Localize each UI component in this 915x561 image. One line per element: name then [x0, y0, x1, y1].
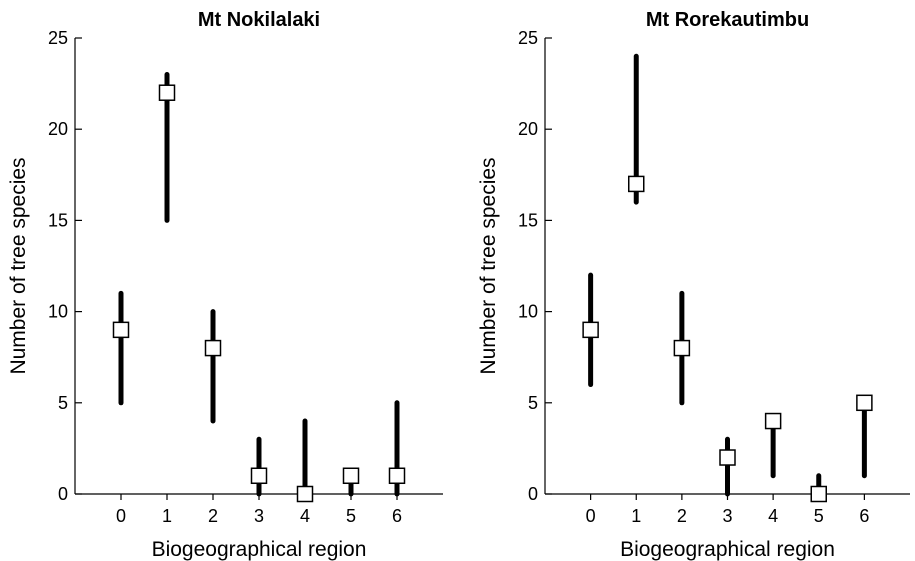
- x-tick-label: 1: [631, 506, 641, 526]
- data-point: [112, 321, 130, 339]
- data-point: [856, 394, 873, 412]
- x-tick-label: 4: [300, 506, 310, 526]
- chart-title: Mt Nokilalaki: [198, 9, 320, 31]
- data-point: [204, 339, 222, 357]
- data-point: [764, 412, 782, 430]
- chart-title: Mt Rorekautimbu: [646, 9, 809, 31]
- x-tick-label: 0: [116, 506, 126, 526]
- y-tick-label: 25: [518, 28, 538, 48]
- y-tick-label: 0: [58, 484, 68, 504]
- x-tick-label: 3: [254, 506, 264, 526]
- y-tick-label: 5: [528, 393, 538, 413]
- x-tick-label: 3: [722, 506, 732, 526]
- x-axis-label: Biogeographical region: [152, 538, 367, 561]
- panel-mt-nokilalaki: Mt Nokilalaki 0 5 10 15 20 25 0 1 2 3 4 5 6 Biogeograp…: [7, 9, 443, 561]
- data-point: [296, 485, 314, 503]
- x-tick-label: 5: [346, 506, 356, 526]
- x-axis-label: Biogeographical region: [620, 538, 835, 561]
- panel-mt-rorekautimbu: Mt Rorekautimbu 0 5 10 15 20 25 0 1 2 3 4 5 6 Biogeogr…: [477, 9, 910, 561]
- y-tick-label: 20: [48, 119, 68, 139]
- x-tick-label: 2: [208, 506, 218, 526]
- y-tick-label: 15: [48, 210, 68, 230]
- x-tick-label: 4: [768, 506, 778, 526]
- data-point: [158, 84, 176, 101]
- y-axis-label: Number of tree species: [7, 157, 30, 374]
- data-point: [582, 321, 599, 339]
- x-tick-label: 2: [677, 506, 687, 526]
- y-tick-label: 20: [518, 119, 538, 139]
- y-tick-label: 10: [518, 302, 538, 322]
- data-point: [388, 467, 406, 485]
- y-tick-label: 15: [518, 210, 538, 230]
- x-tick-label: 0: [586, 506, 596, 526]
- y-tick-label: 5: [58, 393, 68, 413]
- x-tick-label: 6: [859, 506, 869, 526]
- data-point: [628, 175, 645, 193]
- x-tick-label: 6: [392, 506, 402, 526]
- x-tick-label: 1: [162, 506, 172, 526]
- y-tick-label: 25: [48, 28, 68, 48]
- y-tick-label: 0: [528, 484, 538, 504]
- data-point: [810, 485, 827, 503]
- x-tick-label: 5: [814, 506, 824, 526]
- data-point: [719, 449, 736, 466]
- data-point: [673, 339, 691, 357]
- y-tick-label: 10: [48, 302, 68, 322]
- y-axis-label: Number of tree species: [477, 157, 500, 374]
- data-point: [250, 467, 268, 485]
- data-point: [342, 467, 360, 485]
